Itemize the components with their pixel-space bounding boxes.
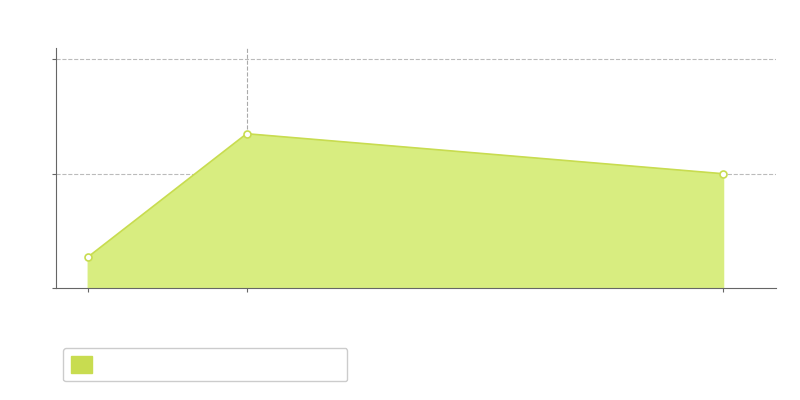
Legend: 土地価格  平均坪単価(万円/坪): 土地価格 平均坪単価(万円/坪) — [63, 348, 347, 381]
